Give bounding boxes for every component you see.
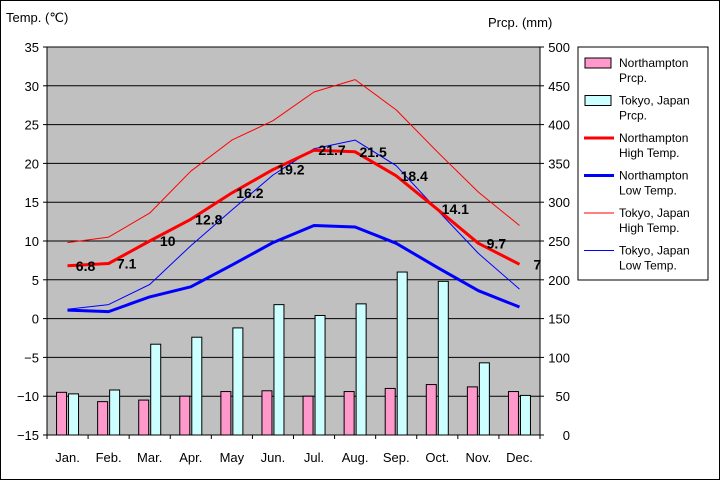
- legend-label-northampton-prcp: Prcp.: [619, 71, 647, 85]
- high-temp-data-label: 21.7: [318, 142, 345, 158]
- northampton-prcp-bar: [179, 395, 191, 436]
- right-tick-label: 200: [548, 273, 570, 288]
- northampton-prcp-bar: [425, 384, 437, 436]
- tokyo-prcp-bar: [150, 343, 162, 436]
- tokyo-prcp-bar: [191, 336, 203, 436]
- left-tick-label: 35: [25, 40, 39, 55]
- northampton-prcp-bar: [220, 391, 232, 436]
- high-temp-data-label: 21.5: [360, 144, 387, 160]
- right-axis-title: Prcp. (mm): [488, 15, 552, 30]
- high-temp-data-label: 19.2: [277, 162, 304, 178]
- legend-label-northampton-low: Northampton: [619, 169, 688, 183]
- right-tick-label: 450: [548, 79, 570, 94]
- high-temp-data-label: 14.1: [442, 201, 469, 217]
- x-tick-label: Feb.: [96, 450, 122, 465]
- left-tick-label: 0: [32, 312, 39, 327]
- legend-label-northampton-prcp: Northampton: [619, 56, 688, 70]
- high-temp-data-label: 7: [534, 256, 542, 272]
- left-tick-label: 30: [25, 79, 39, 94]
- northampton-prcp-bar: [302, 395, 314, 436]
- northampton-prcp-bar: [343, 391, 355, 436]
- left-tick-label: 5: [32, 273, 39, 288]
- left-tick-label: 15: [25, 195, 39, 210]
- high-temp-data-label: 7.1: [117, 256, 137, 272]
- high-temp-data-label: 12.8: [195, 211, 222, 227]
- x-axis-ticks: Jan. Feb. Mar. Apr. May Jun. Jul. Aug. Sep. Oct. N…: [46, 435, 541, 465]
- right-tick-label: 350: [548, 156, 570, 171]
- x-tick-label: May: [220, 450, 245, 465]
- tokyo-prcp-bar: [478, 362, 490, 436]
- legend-label-tokyo-low: Tokyo, Japan: [619, 244, 690, 258]
- high-temp-data-label: 18.4: [401, 168, 428, 184]
- x-tick-label: Apr.: [179, 450, 202, 465]
- x-tick-label: Jul.: [304, 450, 324, 465]
- tokyo-high-line: [67, 79, 520, 244]
- legend-label-northampton-low: Low Temp.: [619, 184, 677, 198]
- left-tick-label: −10: [17, 389, 39, 404]
- northampton-low-line: [67, 224, 521, 314]
- x-tick-label: Aug.: [342, 450, 369, 465]
- x-tick-label: Sep.: [383, 450, 410, 465]
- left-tick-label: −5: [24, 350, 39, 365]
- left-tick-label: 25: [25, 118, 39, 133]
- legend-label-northampton-high: High Temp.: [619, 146, 679, 160]
- northampton-prcp-bar: [138, 399, 150, 436]
- right-tick-label: 400: [548, 118, 570, 133]
- legend-label-tokyo-prcp: Tokyo, Japan: [619, 94, 690, 108]
- tokyo-prcp-bar: [396, 271, 408, 436]
- x-tick-label: Jun.: [261, 450, 286, 465]
- high-temp-data-label: 6.8: [76, 258, 96, 274]
- left-tick-label: 10: [25, 234, 39, 249]
- data-label-group: 6.8 7.1 10 12.8 16.2 19.2 21.7 21.5 18.4 14.1 9.7 7: [76, 142, 542, 274]
- right-tick-label: 100: [548, 350, 570, 365]
- right-tick-label: 0: [563, 428, 570, 443]
- high-temp-data-label: 9.7: [487, 235, 507, 251]
- northampton-high-line: [67, 148, 521, 268]
- tokyo-prcp-bar: [273, 304, 285, 436]
- northampton-prcp-bar: [261, 390, 273, 436]
- right-axis-ticks: 0 50 100 150 200 250 300 350 400 450 500: [540, 40, 570, 443]
- legend-label-tokyo-low: Low Temp.: [619, 259, 677, 273]
- tokyo-prcp-bar: [314, 314, 326, 436]
- legend-box: [577, 46, 709, 281]
- high-temp-data-label: 16.2: [236, 185, 263, 201]
- left-axis-ticks: −15 −10 −5 0 5 10 15 20 25 30 35: [17, 40, 47, 443]
- left-tick-label: −15: [17, 428, 39, 443]
- legend-label-tokyo-prcp: Prcp.: [619, 109, 647, 123]
- right-tick-label: 500: [548, 40, 570, 55]
- left-tick-label: 20: [25, 156, 39, 171]
- tokyo-prcp-bar: [437, 280, 449, 436]
- northampton-prcp-bar: [466, 386, 478, 436]
- tokyo-prcp-bar: [519, 394, 531, 436]
- x-tick-label: Dec.: [506, 450, 533, 465]
- legend-label-tokyo-high: Tokyo, Japan: [619, 206, 690, 220]
- line-group: [67, 79, 521, 314]
- right-tick-label: 250: [548, 234, 570, 249]
- right-tick-label: 50: [556, 389, 570, 404]
- x-tick-label: Nov.: [465, 450, 491, 465]
- high-temp-data-label: 10: [160, 233, 176, 249]
- northampton-prcp-bar: [56, 391, 68, 436]
- legend-label-northampton-high: Northampton: [619, 131, 688, 145]
- tokyo-prcp-bar: [232, 327, 244, 436]
- legend-swatch-tokyo-prcp: [584, 95, 612, 106]
- legend-label-tokyo-high: High Temp.: [619, 221, 679, 235]
- x-tick-label: Mar.: [137, 450, 162, 465]
- x-tick-label: Oct.: [425, 450, 449, 465]
- right-tick-label: 300: [548, 195, 570, 210]
- northampton-prcp-bar: [507, 391, 519, 436]
- tokyo-prcp-bar: [68, 393, 80, 436]
- tokyo-low-line: [67, 139, 520, 310]
- left-axis-title: Temp. (℃): [6, 10, 68, 25]
- tokyo-prcp-bar: [355, 303, 367, 436]
- tokyo-prcp-bar: [109, 389, 121, 436]
- bar-group: [56, 271, 531, 436]
- x-tick-label: Jan.: [55, 450, 80, 465]
- northampton-prcp-bar: [97, 401, 109, 436]
- legend-swatch-northampton-prcp: [584, 57, 612, 69]
- northampton-prcp-bar: [384, 387, 396, 436]
- right-tick-label: 150: [548, 312, 570, 327]
